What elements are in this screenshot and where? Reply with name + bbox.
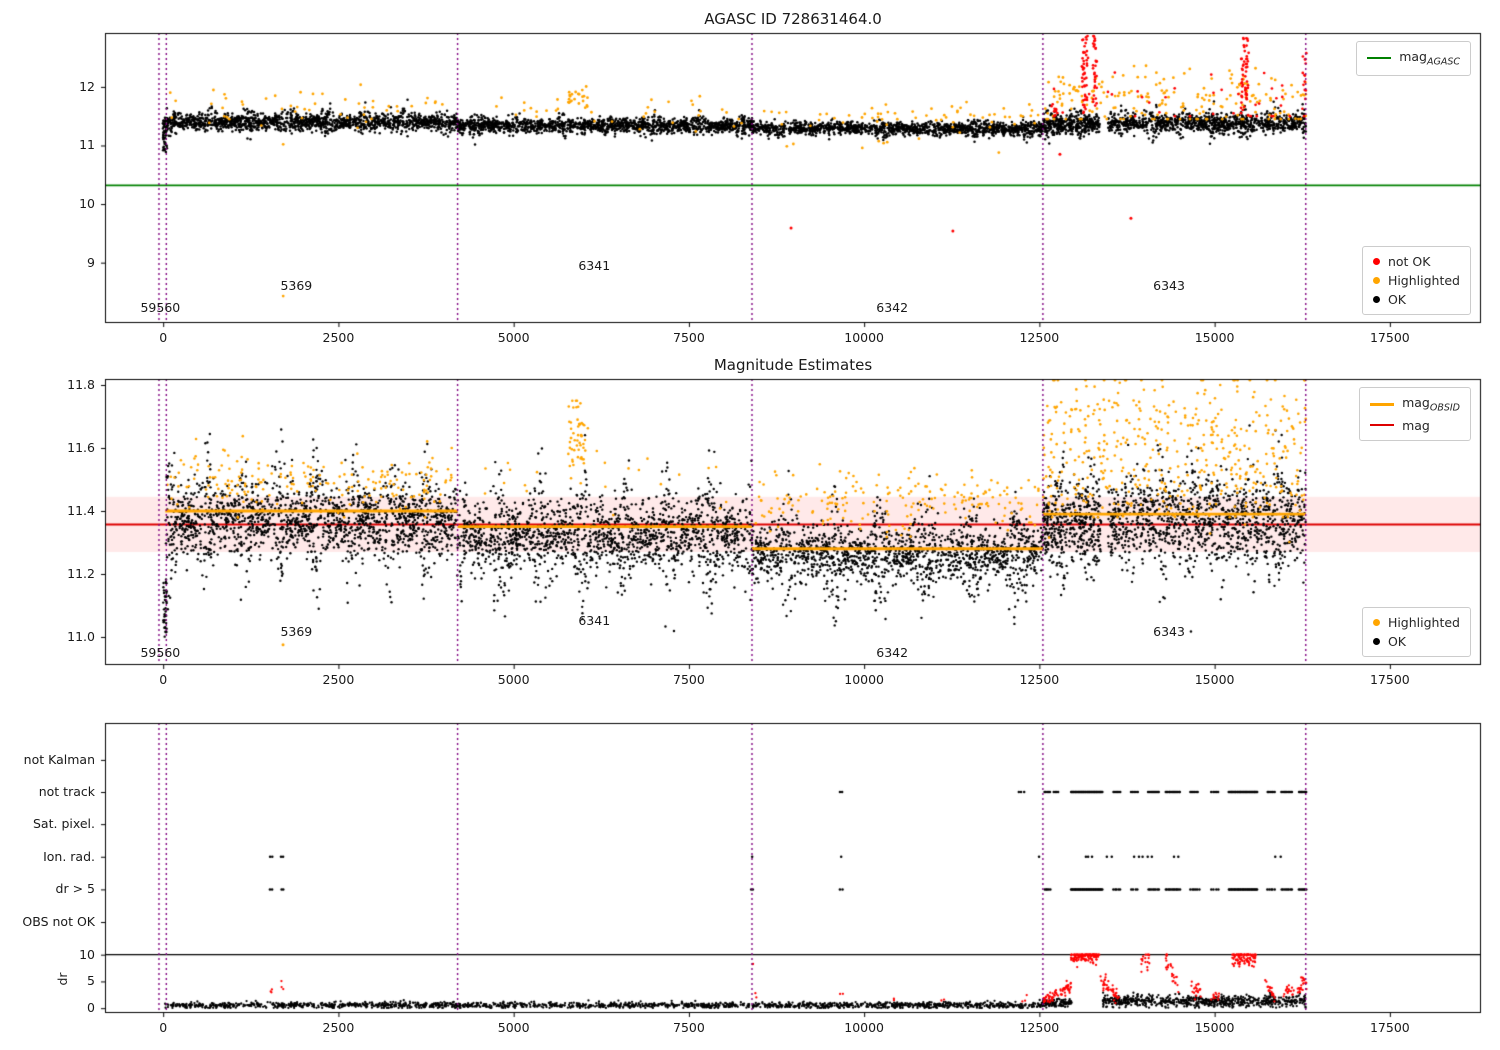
x-tick-label: 17500 [1369,1020,1410,1035]
x-tick-label: 17500 [1369,330,1410,345]
legend-dot-marker [1372,619,1380,626]
legend-lower-right: not OK Highlighted OK [1361,246,1471,315]
y-tick-label: not Kalman [23,751,95,767]
obsid-annotation: 59560 [140,644,181,660]
legend-line-swatch [1370,402,1395,406]
legend-dot-marker [1372,277,1380,284]
legend-item: Highlighted [1372,613,1460,632]
y-tick-label: 11.8 [67,376,95,392]
x-tick-label: 2500 [322,330,355,345]
legend-label: Highlighted [1387,615,1460,630]
legend-item: magAGASC [1367,47,1460,70]
legend-item: OK [1372,290,1460,309]
legend-item: magOBSID [1370,393,1460,416]
legend-label: OK [1387,634,1406,649]
legend-item: not OK [1372,252,1460,271]
x-tick-label: 5000 [497,1020,530,1035]
x-tick-label: 0 [159,1020,168,1035]
legend-label-subscript: AGASC [1426,56,1460,68]
x-tick-label: 15000 [1194,672,1235,687]
obsid-annotation: 59560 [140,300,181,316]
y-tick-label: 11.4 [67,502,95,518]
x-tick-label: 5000 [497,330,530,345]
legend-dot-marker [1372,638,1380,645]
obsid-annotation: 5369 [280,624,313,640]
legend-label: not OK [1387,254,1431,269]
obsid-annotation: 6343 [1153,278,1185,294]
legend-line-swatch [1370,424,1395,426]
obsid-annotation: 6341 [578,257,611,273]
legend-label: mag [1402,417,1430,433]
obsid-annotation: 5369 [280,278,313,294]
x-tick-label: 15000 [1194,330,1235,345]
y-tick-label: 12 [79,78,95,94]
x-tick-label: 10000 [844,672,885,687]
x-tick-label: 12500 [1019,672,1060,687]
legend-label-subscript: OBSID [1429,402,1460,414]
obsid-annotation: 6341 [578,613,611,629]
legend-item: OK [1372,632,1460,651]
x-tick-label: 17500 [1369,672,1410,687]
x-tick-label: 12500 [1019,330,1060,345]
y-tick-label: 10 [79,946,95,962]
legend-label: OK [1387,292,1406,307]
legend-item: Highlighted [1372,271,1460,290]
legend-upper-right: magOBSID mag [1359,387,1471,441]
legend-dot-marker [1372,258,1380,265]
y-tick-label: 10 [79,196,95,212]
legend-upper-right: magAGASC [1356,41,1471,76]
y-tick-label: not track [38,784,95,800]
legend-label: magOBSID [1402,395,1460,414]
x-tick-label: 5000 [497,672,530,687]
x-tick-label: 7500 [673,330,705,345]
legend-dot-marker [1372,296,1380,303]
y-tick-label: dr > 5 [55,881,95,897]
plot1-title: AGASC ID 728631464.0 [704,10,882,28]
x-tick-label: 10000 [844,1020,885,1035]
y-tick-label: 11.6 [67,439,95,455]
y-tick-label: 11 [79,137,95,153]
x-tick-label: 2500 [322,1020,355,1035]
plot2-title: Magnitude Estimates [713,356,873,374]
x-tick-label: 7500 [673,1020,705,1035]
x-tick-label: 0 [159,330,168,345]
legend-lower-right: Highlighted OK [1361,607,1471,657]
y-tick-label: 9 [87,254,95,270]
x-tick-label: 12500 [1019,1020,1060,1035]
y-tick-label: 5 [87,973,95,989]
obsid-annotation: 6343 [1153,624,1185,640]
legend-label: magAGASC [1399,49,1460,68]
x-tick-label: 0 [159,672,168,687]
y-tick-label: Sat. pixel. [33,816,95,832]
x-tick-label: 15000 [1194,1020,1235,1035]
legend-item: mag [1370,416,1460,435]
obsid-annotation: 6342 [876,644,909,660]
y-tick-label: Ion. rad. [43,848,95,864]
x-tick-label: 2500 [322,672,355,687]
y-tick-label: 11.0 [67,628,95,644]
y-tick-label: 0 [87,1000,95,1016]
obsid-annotation: 6342 [876,300,909,316]
y-tick-label: 11.2 [67,565,95,581]
legend-line-swatch [1367,57,1392,60]
x-tick-label: 7500 [673,672,705,687]
legend-label: Highlighted [1387,273,1460,288]
x-tick-label: 10000 [844,330,885,345]
y-tick-label: OBS not OK [22,914,95,930]
